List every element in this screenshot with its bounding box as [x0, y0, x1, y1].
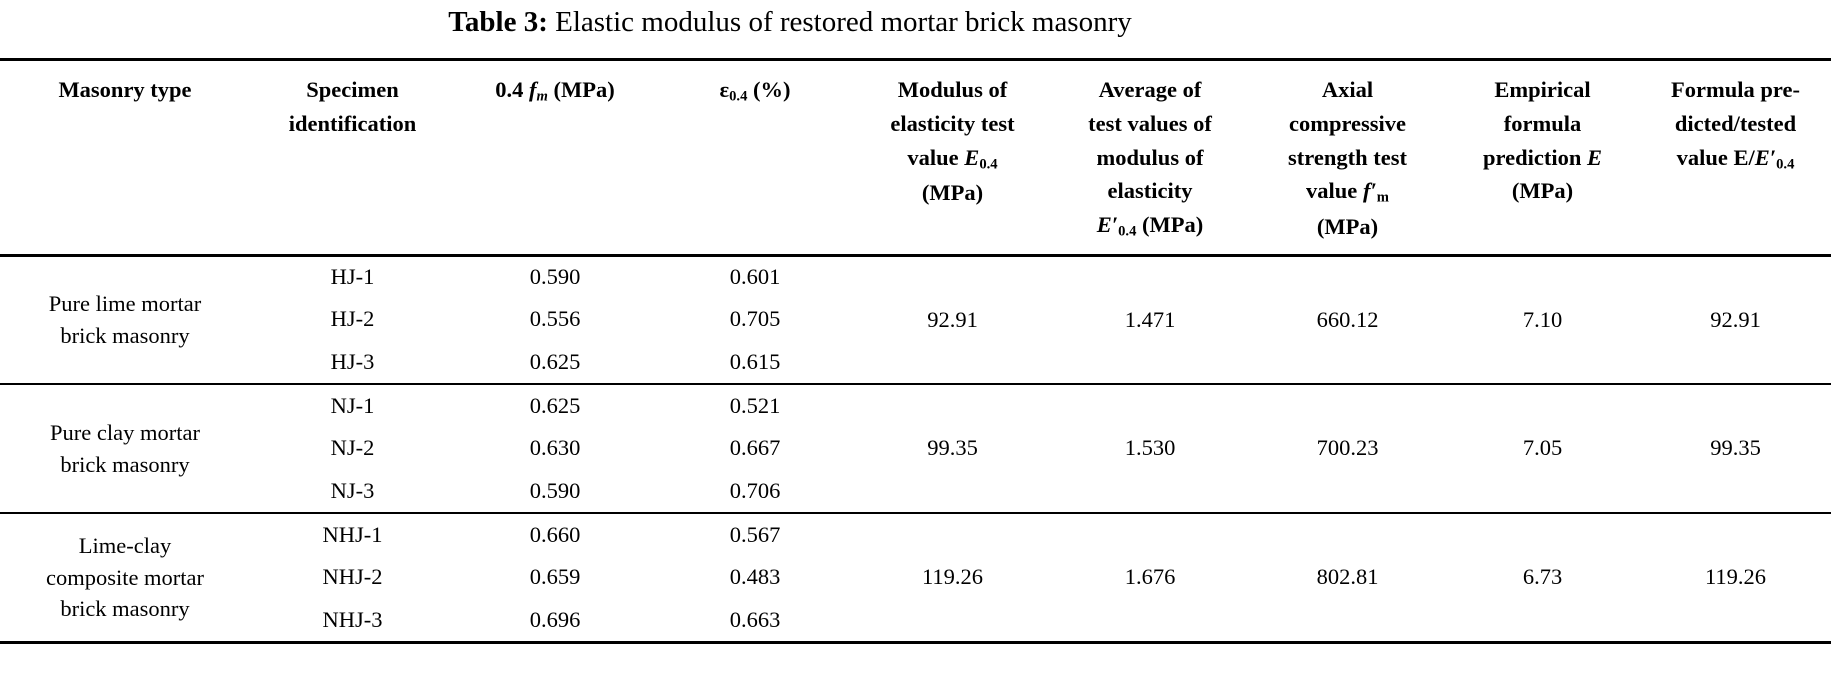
table-caption-label: Table 3: [448, 6, 548, 38]
fm04-cell: 0.590 [529, 477, 581, 503]
specimen-id-cell: NHJ-1 [322, 521, 383, 547]
fm04-cell: 0.659 [529, 564, 581, 590]
e04-avg-cell: 1.530 [1124, 435, 1176, 461]
specimen-id-cell: NJ-1 [330, 392, 375, 418]
table-row: NJ-3 0.590 0.706 [0, 470, 1831, 513]
empirical-e-cell: 7.05 [1522, 435, 1563, 461]
fm04-cell: 0.630 [529, 435, 581, 461]
group-pure-lime-mortar: Pure lime mortar brick masonry HJ-1 0.590… [0, 255, 1831, 385]
eps04-cell: 0.567 [729, 521, 781, 547]
table-row: NJ-2 0.630 0.667 [0, 427, 1831, 470]
header-row: Masonry type Specimen identification 0.4 … [0, 60, 1831, 256]
axial-strength-cell: 660.12 [1316, 306, 1379, 332]
fm04-cell: 0.625 [529, 348, 581, 374]
e04-avg-cell: 1.471 [1124, 306, 1176, 332]
table-row: NHJ-3 0.696 0.663 [0, 599, 1831, 642]
table-row: HJ-3 0.625 0.615 [0, 341, 1831, 384]
eps04-cell: 0.521 [729, 392, 781, 418]
e04-test-cell: 99.35 [927, 435, 978, 461]
table-row: HJ-2 0.556 0.705 [0, 298, 1831, 341]
table-caption-text: Elastic modulus of restored mortar brick… [547, 6, 1132, 38]
col-header-04fm: 0.4 fm (MPa) [495, 77, 615, 105]
group-pure-clay-mortar: Pure clay mortar brick masonry NJ-1 0.625… [0, 384, 1831, 514]
table-row: Lime-clay composite mortar brick masonry N… [0, 513, 1831, 621]
col-header-modulus-test-value: Modulus of elasticity test value E0.4 (MPa) [890, 77, 1015, 206]
fm04-cell: 0.590 [529, 264, 581, 290]
fm04-cell: 0.556 [529, 306, 581, 332]
eps04-cell: 0.663 [729, 606, 781, 632]
col-header-masonry-type: Masonry type [58, 77, 192, 102]
axial-strength-cell: 700.23 [1316, 435, 1379, 461]
e04-test-cell: 92.91 [927, 306, 978, 332]
empirical-e-cell: 6.73 [1522, 564, 1563, 590]
group-lime-clay-composite: Lime-clay composite mortar brick masonry N… [0, 513, 1831, 642]
table-row: Pure clay mortar brick masonry NJ-1 0.625… [0, 384, 1831, 477]
ratio-cell: 119.26 [1704, 564, 1767, 590]
table-row: Pure lime mortar brick masonry HJ-1 0.590… [0, 255, 1831, 348]
eps04-cell: 0.601 [729, 264, 781, 290]
col-header-specimen-identification: Specimen identification [288, 77, 417, 136]
empirical-e-cell: 7.10 [1522, 306, 1563, 332]
specimen-id-cell: HJ-1 [330, 264, 375, 290]
ratio-cell: 99.35 [1710, 435, 1761, 461]
axial-strength-cell: 802.81 [1316, 564, 1379, 590]
table-row: NHJ-2 0.659 0.483 [0, 556, 1831, 599]
fm04-cell: 0.625 [529, 392, 581, 418]
eps04-cell: 0.667 [729, 435, 781, 461]
eps04-cell: 0.615 [729, 348, 781, 374]
eps04-cell: 0.483 [729, 564, 781, 590]
fm04-cell: 0.696 [529, 606, 581, 632]
e04-avg-cell: 1.676 [1124, 564, 1176, 590]
specimen-id-cell: NHJ-3 [322, 606, 383, 632]
eps04-cell: 0.706 [729, 477, 781, 503]
ratio-cell: 92.91 [1710, 306, 1761, 332]
col-header-empirical-prediction: Empirical formula prediction E (MPa) [1483, 77, 1602, 204]
specimen-id-cell: NJ-2 [330, 435, 375, 461]
e04-test-cell: 119.26 [921, 564, 984, 590]
eps04-cell: 0.705 [729, 306, 781, 332]
specimen-id-cell: HJ-3 [330, 348, 375, 374]
col-header-axial-strength: Axial compressive strength test value f′m (M… [1288, 77, 1407, 239]
masonry-type-cell: Lime-clay composite mortar brick masonry [45, 533, 205, 622]
specimen-id-cell: HJ-2 [330, 306, 375, 332]
specimen-id-cell: NJ-3 [330, 477, 375, 503]
col-header-average-modulus: Average of test values of modulus of elasti… [1088, 77, 1212, 240]
masonry-type-cell: Pure clay mortar brick masonry [50, 420, 200, 477]
col-header-eps04: ε0.4 (%) [719, 77, 791, 105]
masonry-type-cell: Pure lime mortar brick masonry [48, 291, 202, 348]
col-header-predicted-tested-ratio: Formula pre-dicted/tested value E/E′0.4 [1671, 77, 1800, 173]
table-caption: Table 3: Elastic modulus of restored mor… [0, 0, 1580, 58]
elastic-modulus-table: Masonry type Specimen identification 0.4 … [0, 58, 1831, 644]
specimen-id-cell: NHJ-2 [322, 564, 383, 590]
fm04-cell: 0.660 [529, 521, 581, 547]
table-header: Masonry type Specimen identification 0.4 … [0, 60, 1831, 256]
